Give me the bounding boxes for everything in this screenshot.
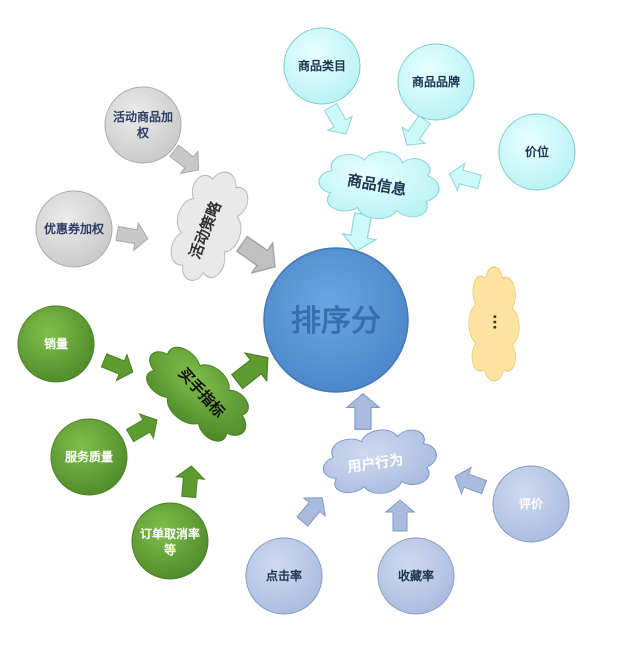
- arrow-click-to-user: [291, 488, 334, 531]
- center-label: 排序分: [291, 304, 381, 339]
- node-click-rate-label: 点击率: [266, 568, 302, 583]
- node-favorite-rate: 收藏率: [377, 537, 455, 615]
- node-click-rate: 点击率: [245, 537, 323, 615]
- node-price: 价位: [498, 113, 576, 191]
- other-cloud: ···: [468, 266, 520, 382]
- arrow-price-to-product: [445, 159, 484, 196]
- node-coupon-weight-label: 优惠券加权: [44, 221, 105, 236]
- user-cloud: 用户行为: [318, 422, 442, 502]
- node-brand-label: 商品品牌: [412, 74, 460, 89]
- node-favorite-rate-label: 收藏率: [398, 568, 434, 583]
- node-cancel-rate: 订单取消率 等: [131, 502, 209, 580]
- node-service-quality: 服务质量: [50, 418, 128, 496]
- node-activity-item-weight: 活动商品加 权: [104, 86, 182, 164]
- node-category: 商品类目: [283, 27, 361, 105]
- node-service-quality-label: 服务质量: [65, 449, 113, 464]
- node-activity-item-weight-label-1: 活动商品加: [113, 109, 173, 124]
- arrow-coupon-to-activity: [114, 219, 151, 254]
- node-category-label: 商品类目: [298, 58, 346, 73]
- product-cloud: 商品信息: [316, 146, 442, 224]
- arrow-cancel-to-seller: [174, 464, 206, 499]
- arrow-user-to-center: [346, 393, 380, 430]
- node-cancel-rate-label-2: 等: [163, 542, 176, 557]
- node-activity-item-weight-label-2: 权: [136, 125, 150, 140]
- arrow-review-to-user: [449, 462, 490, 501]
- node-price-label: 价位: [525, 144, 549, 159]
- node-review-label: 评价: [519, 497, 544, 511]
- node-cancel-rate-label-1: 订单取消率: [140, 526, 200, 541]
- node-review: 评价: [492, 465, 570, 543]
- arrow-service-to-seller: [122, 407, 165, 449]
- node-sales: 销量: [17, 305, 95, 383]
- node-brand: 商品品牌: [397, 43, 475, 121]
- node-coupon-weight: 优惠券加权: [35, 190, 113, 268]
- arrow-category-to-product: [317, 99, 359, 142]
- arrow-favorite-to-user: [385, 499, 415, 532]
- other-cloud-label: ···: [486, 314, 502, 330]
- seller-cloud: 买手指标: [130, 330, 265, 457]
- node-sales-label: 销量: [44, 336, 68, 351]
- activity-cloud: 活动策略: [157, 160, 260, 292]
- center-node: 排序分: [263, 247, 409, 393]
- arrow-sales-to-seller: [98, 346, 139, 386]
